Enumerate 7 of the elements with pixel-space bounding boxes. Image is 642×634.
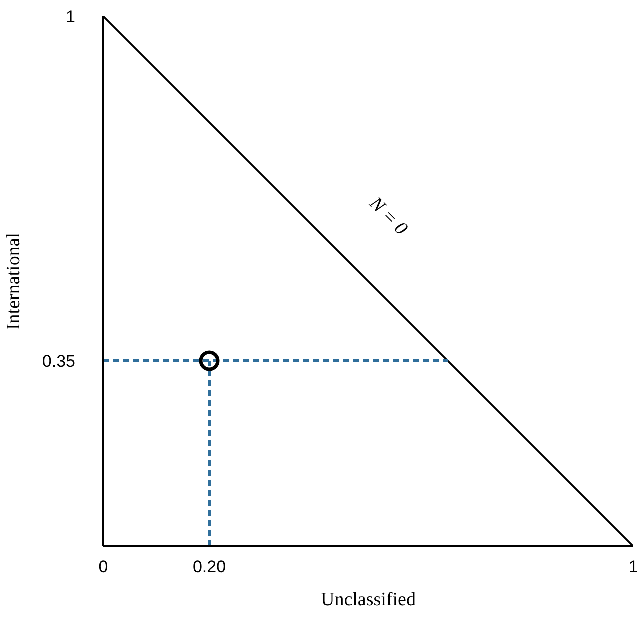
x-tick-label: 0 <box>98 558 108 576</box>
annotation: N = 0 <box>364 192 412 240</box>
x-tick-label: 0.20 <box>192 558 226 576</box>
x-axis-title: Unclassified <box>321 590 416 610</box>
y-axis-title: International <box>3 232 24 330</box>
x-tick-label: 1 <box>628 558 638 576</box>
y-tick-label: 0.35 <box>42 352 76 371</box>
